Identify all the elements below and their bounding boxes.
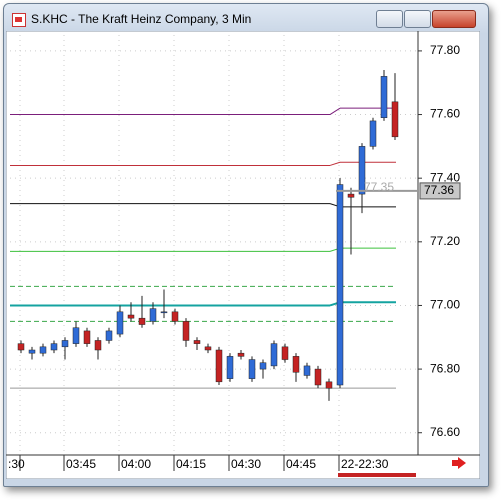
candle-body <box>193 340 201 344</box>
x-tick-label: 04:00 <box>121 457 151 471</box>
y-tick-label: 77.20 <box>430 234 460 248</box>
session-bar <box>338 473 416 477</box>
candle-body <box>336 184 344 386</box>
candle-body <box>160 311 168 314</box>
candle-body <box>149 308 157 322</box>
candle-body <box>39 346 47 354</box>
chart: 76.60 76.80 77.00 77.20 77.40 77.60 77.80 :30 03… <box>6 31 480 479</box>
candle-body <box>259 362 267 370</box>
x-tick-label: 03:45 <box>66 457 96 471</box>
y-tick-label: 77.40 <box>430 170 460 184</box>
candle-body <box>226 356 234 379</box>
candle-body <box>83 330 91 344</box>
x-tick-label: 04:30 <box>231 457 261 471</box>
y-tick-label: 77.00 <box>430 298 460 312</box>
candle-body <box>28 349 36 354</box>
candle-body <box>303 365 311 376</box>
candle-body <box>347 193 355 198</box>
maximize-button[interactable] <box>404 10 431 28</box>
y-tick-label: 77.60 <box>430 107 460 121</box>
y-tick-label: 77.80 <box>430 43 460 57</box>
scroll-arrow[interactable] <box>452 457 466 469</box>
app-icon <box>12 13 26 27</box>
last-price-label: 77.36 <box>424 183 454 197</box>
minimize-button[interactable] <box>376 10 403 28</box>
x-tick-label: :30 <box>8 457 25 471</box>
level-connector <box>329 161 341 166</box>
candle-body <box>17 343 25 351</box>
candle-body <box>237 352 245 357</box>
y-tick-label: 76.80 <box>430 361 460 375</box>
level-connector <box>329 107 341 115</box>
price-annotation: 77.35 <box>364 180 394 194</box>
candle-body <box>94 340 102 351</box>
title-bar: S.KHC - The Kraft Heinz Company, 3 Min <box>4 4 488 34</box>
candle-body <box>61 340 69 348</box>
candle-body <box>270 343 278 367</box>
candle-body <box>292 356 300 373</box>
y-tick-label: 76.60 <box>430 425 460 439</box>
candle-body <box>204 346 212 351</box>
candle-body <box>215 349 223 383</box>
candle-body <box>50 343 58 351</box>
window-title: S.KHC - The Kraft Heinz Company, 3 Min <box>31 12 252 26</box>
candle-body <box>248 359 256 379</box>
last-price-box <box>419 182 461 200</box>
close-button[interactable] <box>432 10 476 28</box>
candle-body <box>72 327 80 344</box>
x-tick-label: 04:15 <box>176 457 206 471</box>
candle-body <box>380 76 388 118</box>
candle-body <box>138 317 146 325</box>
candle-body <box>358 146 366 195</box>
chart-frame <box>6 31 480 479</box>
candle-body <box>281 346 289 360</box>
candle-body <box>314 368 322 386</box>
x-tick-label: 22-22:30 <box>341 457 389 471</box>
candle-body <box>171 311 179 322</box>
x-tick-label: 04:45 <box>286 457 316 471</box>
candle-body <box>325 381 333 389</box>
candle-body <box>127 314 135 319</box>
candle-body <box>369 120 377 147</box>
candle-body <box>391 101 399 138</box>
candle-body <box>105 330 113 341</box>
candle-body <box>182 321 190 341</box>
candle-body <box>116 311 124 335</box>
